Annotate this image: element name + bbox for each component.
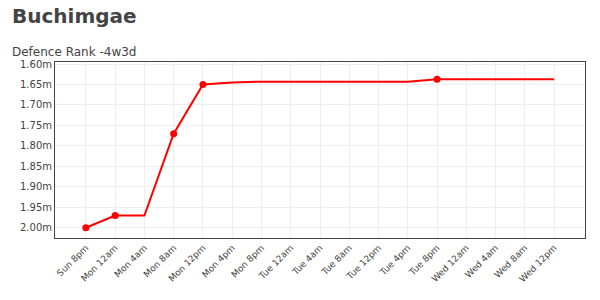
svg-text:Mon 12pm: Mon 12pm <box>167 243 208 284</box>
svg-text:1.80m: 1.80m <box>20 140 52 151</box>
svg-text:2.00m: 2.00m <box>20 222 52 233</box>
svg-text:Mon 12am: Mon 12am <box>79 243 120 284</box>
svg-text:Mon 4pm: Mon 4pm <box>200 243 237 280</box>
svg-text:Buchimgae: Buchimgae <box>12 4 137 28</box>
svg-text:Wed 12am: Wed 12am <box>430 243 471 284</box>
svg-text:Tue 4pm: Tue 4pm <box>377 243 412 278</box>
svg-text:1.90m: 1.90m <box>20 181 52 192</box>
svg-text:1.95m: 1.95m <box>20 202 52 213</box>
svg-text:1.60m: 1.60m <box>20 59 52 70</box>
svg-text:Tue 8pm: Tue 8pm <box>407 243 442 278</box>
svg-text:Tue 8am: Tue 8am <box>319 243 354 278</box>
svg-text:Defence Rank -4w3d: Defence Rank -4w3d <box>12 45 136 59</box>
svg-text:Mon 8am: Mon 8am <box>142 243 179 280</box>
svg-text:Wed 12pm: Wed 12pm <box>517 243 558 284</box>
svg-text:Tue 4am: Tue 4am <box>290 243 325 278</box>
svg-text:Tue 12am: Tue 12am <box>256 243 295 282</box>
svg-text:1.85m: 1.85m <box>20 161 52 172</box>
svg-text:1.65m: 1.65m <box>20 79 52 90</box>
svg-text:Wed 4am: Wed 4am <box>463 243 500 280</box>
svg-text:Mon 8pm: Mon 8pm <box>229 243 266 280</box>
svg-text:Sun 8pm: Sun 8pm <box>55 243 90 278</box>
svg-text:1.75m: 1.75m <box>20 120 52 131</box>
svg-text:Tue 12pm: Tue 12pm <box>344 243 383 282</box>
svg-text:Wed 8am: Wed 8am <box>492 243 529 280</box>
svg-text:Mon 4am: Mon 4am <box>112 243 149 280</box>
svg-text:1.70m: 1.70m <box>20 99 52 110</box>
